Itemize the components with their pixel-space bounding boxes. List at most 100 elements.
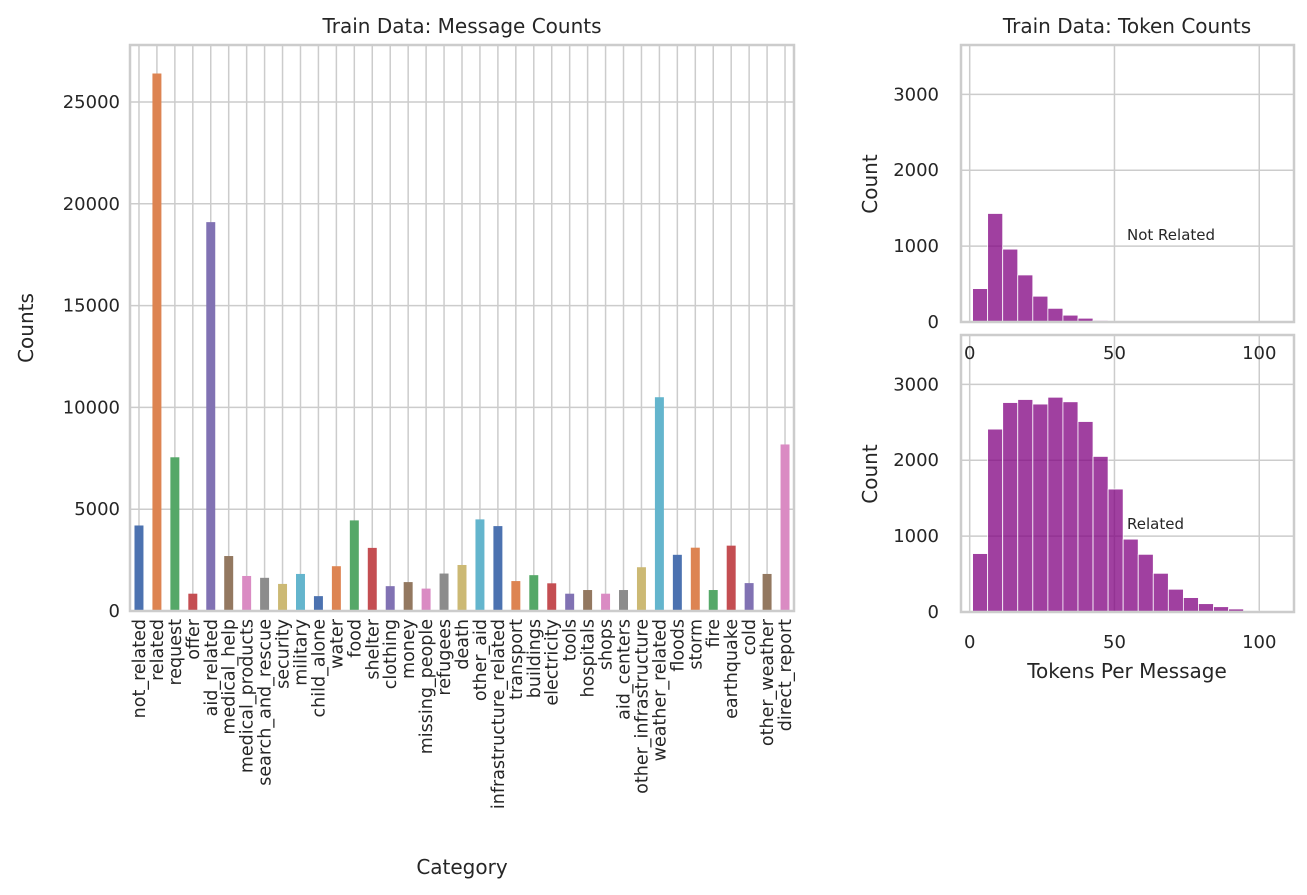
category-label: aid_related bbox=[202, 619, 222, 716]
bar-money bbox=[403, 582, 413, 611]
bar-missing_people bbox=[421, 588, 431, 611]
category-label: cold bbox=[740, 619, 760, 655]
bar-cold bbox=[744, 583, 754, 611]
bar-direct_report bbox=[780, 444, 790, 611]
bar-medical_products bbox=[242, 575, 252, 611]
bar-transport bbox=[511, 581, 521, 611]
bar-electricity bbox=[547, 583, 557, 611]
y-tick-label: 1000 bbox=[893, 236, 939, 257]
bar-buildings bbox=[529, 575, 539, 611]
message-counts-x-ticks: not_relatedrelatedrequestofferaid_relate… bbox=[130, 618, 796, 809]
category-label: shelter bbox=[363, 618, 383, 679]
histogram-bin bbox=[1032, 295, 1049, 323]
category-label: floods bbox=[668, 619, 688, 672]
not-related-y-label: Count bbox=[858, 154, 882, 214]
message-counts-title: Train Data: Message Counts bbox=[321, 14, 601, 38]
bar-hospitals bbox=[583, 590, 593, 611]
bar-earthquake bbox=[726, 545, 736, 611]
histogram-bin bbox=[1182, 597, 1199, 613]
category-label: hospitals bbox=[579, 619, 599, 697]
bar-other_aid bbox=[475, 519, 485, 611]
related-y-label: Count bbox=[858, 444, 882, 504]
histogram-bin bbox=[1077, 421, 1094, 613]
histogram-bin bbox=[1122, 538, 1139, 613]
category-label: refugees bbox=[435, 619, 455, 696]
bar-aid_centers bbox=[619, 590, 628, 611]
category-label: weather_related bbox=[650, 619, 670, 761]
category-label: tools bbox=[561, 619, 581, 661]
related-x-ticks: 0 50 100 bbox=[964, 632, 1276, 653]
bar-floods bbox=[672, 554, 682, 611]
related-histogram-bars bbox=[972, 396, 1290, 613]
category-label: military bbox=[291, 619, 311, 686]
not-related-annotation: Not Related bbox=[1127, 226, 1215, 244]
not-related-y-ticks: 0 1000 2000 3000 bbox=[893, 84, 939, 333]
bar-military bbox=[296, 573, 305, 611]
category-label: direct_report bbox=[776, 619, 796, 731]
bar-tools bbox=[565, 593, 575, 611]
y-tick-label: 2000 bbox=[893, 450, 939, 471]
message-counts-bars bbox=[134, 73, 790, 611]
bar-other_infrastructure bbox=[636, 567, 646, 611]
bar-medical_help bbox=[224, 556, 234, 611]
y-tick-label: 1000 bbox=[893, 526, 939, 547]
token-counts-related-chart: 0 1000 2000 3000 0 50 100 0 50 100 Related Toke… bbox=[858, 333, 1296, 683]
category-label: fire bbox=[704, 619, 724, 648]
y-tick-label: 3000 bbox=[893, 84, 939, 105]
histogram-bin bbox=[972, 288, 989, 323]
message-counts-y-label: Counts bbox=[14, 293, 38, 363]
category-label: storm bbox=[686, 619, 706, 670]
category-label: money bbox=[399, 619, 419, 679]
category-label: water bbox=[327, 618, 347, 669]
message-counts-grid bbox=[130, 45, 794, 612]
category-label: transport bbox=[507, 619, 527, 700]
message-counts-frame bbox=[128, 43, 796, 613]
histogram-bin bbox=[1152, 572, 1169, 613]
y-tick-label: 10000 bbox=[63, 397, 120, 418]
x-tick-label: 0 bbox=[964, 343, 975, 364]
histogram-bin bbox=[972, 553, 989, 613]
category-label: related bbox=[148, 619, 168, 681]
histogram-bin bbox=[1047, 307, 1064, 323]
category-label: request bbox=[166, 619, 186, 686]
related-annotation: Related bbox=[1127, 515, 1184, 533]
bar-request bbox=[170, 457, 180, 611]
bar-aid_related bbox=[206, 222, 216, 611]
bar-security bbox=[278, 583, 288, 611]
bar-death bbox=[457, 564, 467, 611]
histogram-bin bbox=[1017, 274, 1034, 323]
histogram-bin bbox=[1002, 402, 1019, 613]
bar-clothing bbox=[385, 586, 395, 611]
bar-not_related bbox=[134, 525, 144, 611]
not-related-frame bbox=[959, 43, 1296, 324]
token-counts-title: Train Data: Token Counts bbox=[1002, 14, 1251, 38]
bar-search_and_rescue bbox=[260, 577, 270, 611]
category-label: medical_products bbox=[238, 619, 258, 773]
histogram-bin bbox=[1167, 588, 1184, 613]
message-counts-chart: 0 5000 10000 15000 20000 25000 not_relatedrel… bbox=[14, 14, 796, 879]
category-label: death bbox=[453, 619, 473, 670]
y-tick-label: 0 bbox=[928, 602, 939, 623]
category-label: child_alone bbox=[309, 619, 329, 717]
category-label: search_and_rescue bbox=[256, 619, 276, 786]
category-label: aid_centers bbox=[615, 619, 635, 720]
category-label: other_weather bbox=[758, 618, 778, 746]
category-label: food bbox=[345, 619, 365, 658]
category-label: buildings bbox=[525, 619, 545, 698]
histogram-bin bbox=[1137, 553, 1154, 613]
y-tick-label: 15000 bbox=[63, 296, 120, 317]
category-label: security bbox=[274, 619, 294, 689]
tokens-per-message-x-label: Tokens Per Message bbox=[1026, 659, 1227, 683]
category-label: not_related bbox=[130, 619, 150, 718]
x-tick-label: 100 bbox=[1242, 632, 1276, 653]
histogram-bin bbox=[1017, 399, 1034, 613]
x-tick-label: 50 bbox=[1103, 632, 1126, 653]
category-label: other_aid bbox=[471, 619, 491, 701]
bar-shelter bbox=[367, 547, 377, 611]
bar-refugees bbox=[439, 573, 449, 611]
category-label: offer bbox=[184, 618, 204, 660]
y-tick-label: 0 bbox=[928, 312, 939, 333]
y-tick-label: 2000 bbox=[893, 160, 939, 181]
histogram-bin bbox=[1092, 456, 1109, 613]
